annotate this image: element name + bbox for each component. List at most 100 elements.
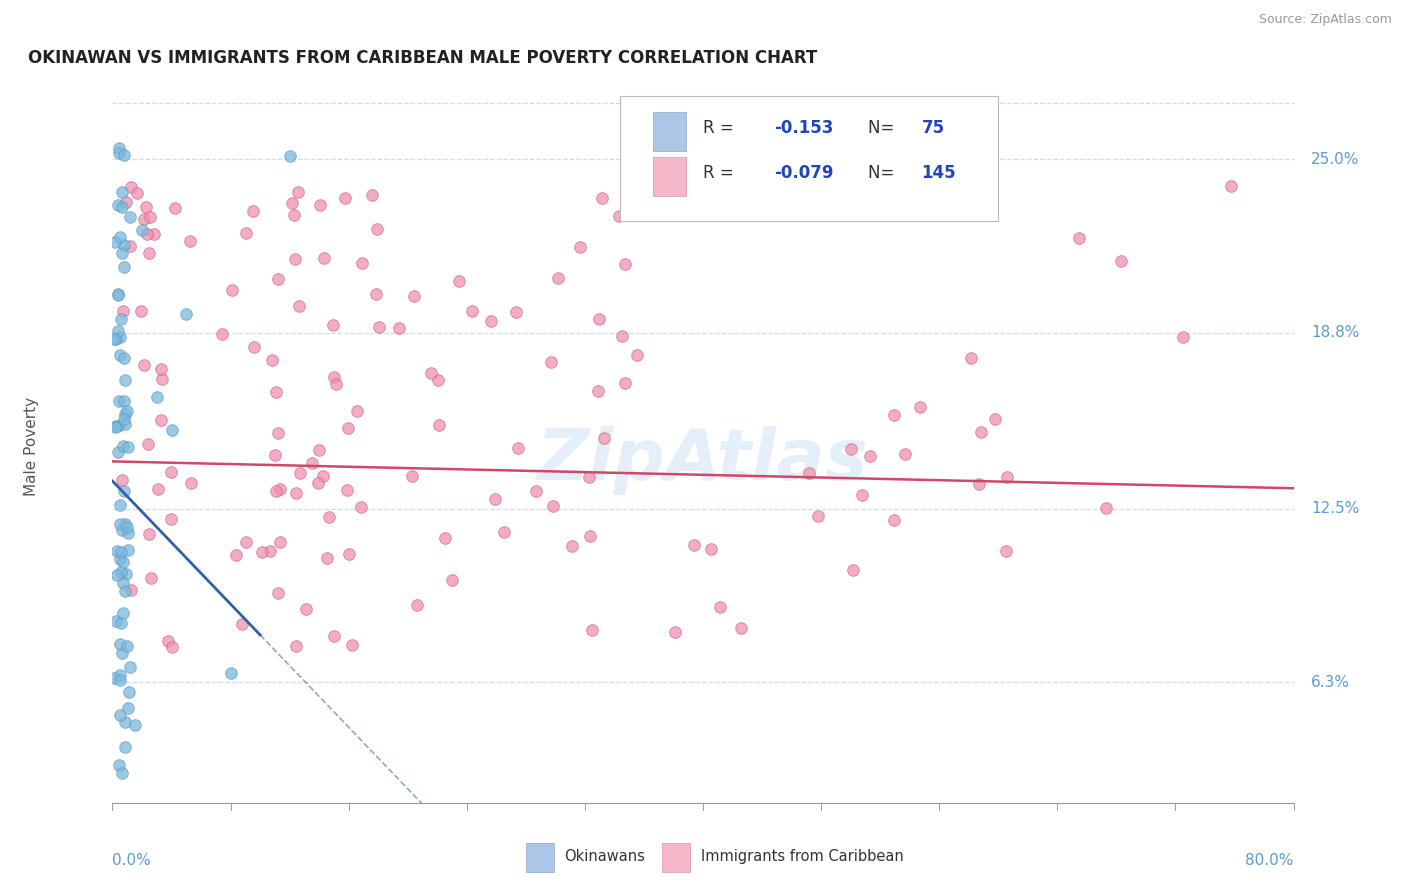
- Point: [494, 525, 516, 540]
- Point: [108, 348, 131, 362]
- Point: [103, 672, 125, 686]
- Point: [114, 583, 136, 598]
- Point: [540, 355, 562, 369]
- Text: N=: N=: [869, 164, 900, 182]
- Point: [107, 287, 129, 301]
- Point: [346, 403, 368, 417]
- Point: [807, 508, 830, 523]
- Point: [146, 390, 169, 404]
- Point: [1173, 330, 1195, 344]
- Point: [117, 441, 139, 455]
- Point: [301, 457, 323, 471]
- Point: [626, 348, 648, 362]
- Text: 145: 145: [921, 164, 956, 182]
- Point: [579, 529, 602, 543]
- Point: [105, 568, 128, 582]
- Point: [799, 467, 821, 481]
- Point: [340, 638, 363, 652]
- Point: [114, 517, 136, 532]
- Point: [967, 476, 990, 491]
- Point: [970, 425, 993, 439]
- Point: [307, 475, 329, 490]
- Point: [284, 252, 307, 266]
- Point: [846, 172, 869, 186]
- Point: [364, 286, 387, 301]
- Text: -0.079: -0.079: [773, 164, 834, 182]
- Point: [114, 417, 136, 432]
- Point: [110, 200, 132, 214]
- Point: [107, 198, 129, 212]
- Point: [266, 426, 288, 441]
- Point: [269, 534, 291, 549]
- Point: [111, 186, 134, 200]
- Point: [107, 287, 129, 301]
- Point: [839, 442, 862, 456]
- Point: [110, 565, 132, 579]
- Text: Male Poverty: Male Poverty: [24, 396, 39, 496]
- Point: [588, 311, 610, 326]
- Point: [264, 483, 287, 498]
- Point: [312, 251, 335, 265]
- Point: [114, 567, 136, 582]
- Point: [112, 555, 135, 569]
- Point: [104, 418, 127, 433]
- Text: 80.0%: 80.0%: [1246, 853, 1294, 868]
- Point: [108, 229, 131, 244]
- Point: [278, 148, 301, 162]
- Point: [242, 204, 264, 219]
- Point: [108, 141, 131, 155]
- Point: [110, 312, 132, 326]
- Point: [117, 542, 139, 557]
- Point: [318, 509, 340, 524]
- Point: [143, 227, 166, 242]
- Point: [138, 210, 160, 224]
- Point: [107, 324, 129, 338]
- Point: [162, 640, 184, 655]
- Point: [108, 757, 131, 772]
- FancyBboxPatch shape: [620, 96, 998, 221]
- Point: [505, 305, 527, 319]
- Point: [366, 222, 388, 236]
- Point: [484, 492, 506, 507]
- Point: [117, 701, 139, 715]
- Point: [461, 304, 484, 318]
- Point: [120, 239, 142, 253]
- Point: [591, 191, 613, 205]
- Text: 18.8%: 18.8%: [1312, 326, 1360, 340]
- Point: [105, 615, 128, 629]
- Point: [479, 314, 502, 328]
- Point: [112, 575, 135, 590]
- Point: [108, 516, 131, 531]
- Text: R =: R =: [703, 119, 744, 136]
- Point: [965, 190, 987, 204]
- Point: [406, 598, 429, 612]
- Point: [908, 400, 931, 414]
- Point: [112, 439, 135, 453]
- Point: [160, 465, 183, 479]
- Point: [420, 366, 443, 380]
- Point: [259, 544, 281, 558]
- Text: Source: ZipAtlas.com: Source: ZipAtlas.com: [1258, 13, 1392, 27]
- Point: [163, 201, 186, 215]
- Point: [108, 673, 131, 687]
- Point: [284, 639, 307, 653]
- Point: [138, 245, 160, 260]
- Point: [114, 740, 136, 755]
- Point: [120, 180, 142, 194]
- Point: [114, 260, 136, 274]
- Point: [160, 423, 183, 437]
- Point: [108, 330, 131, 344]
- Point: [112, 148, 135, 162]
- Point: [1069, 231, 1091, 245]
- Point: [111, 606, 134, 620]
- Point: [322, 318, 344, 332]
- FancyBboxPatch shape: [526, 844, 554, 872]
- Point: [104, 332, 127, 346]
- Point: [103, 332, 125, 346]
- Text: 6.3%: 6.3%: [1312, 675, 1350, 690]
- Point: [333, 191, 356, 205]
- Point: [842, 563, 865, 577]
- Point: [110, 667, 132, 681]
- Point: [337, 547, 360, 561]
- Point: [983, 411, 1005, 425]
